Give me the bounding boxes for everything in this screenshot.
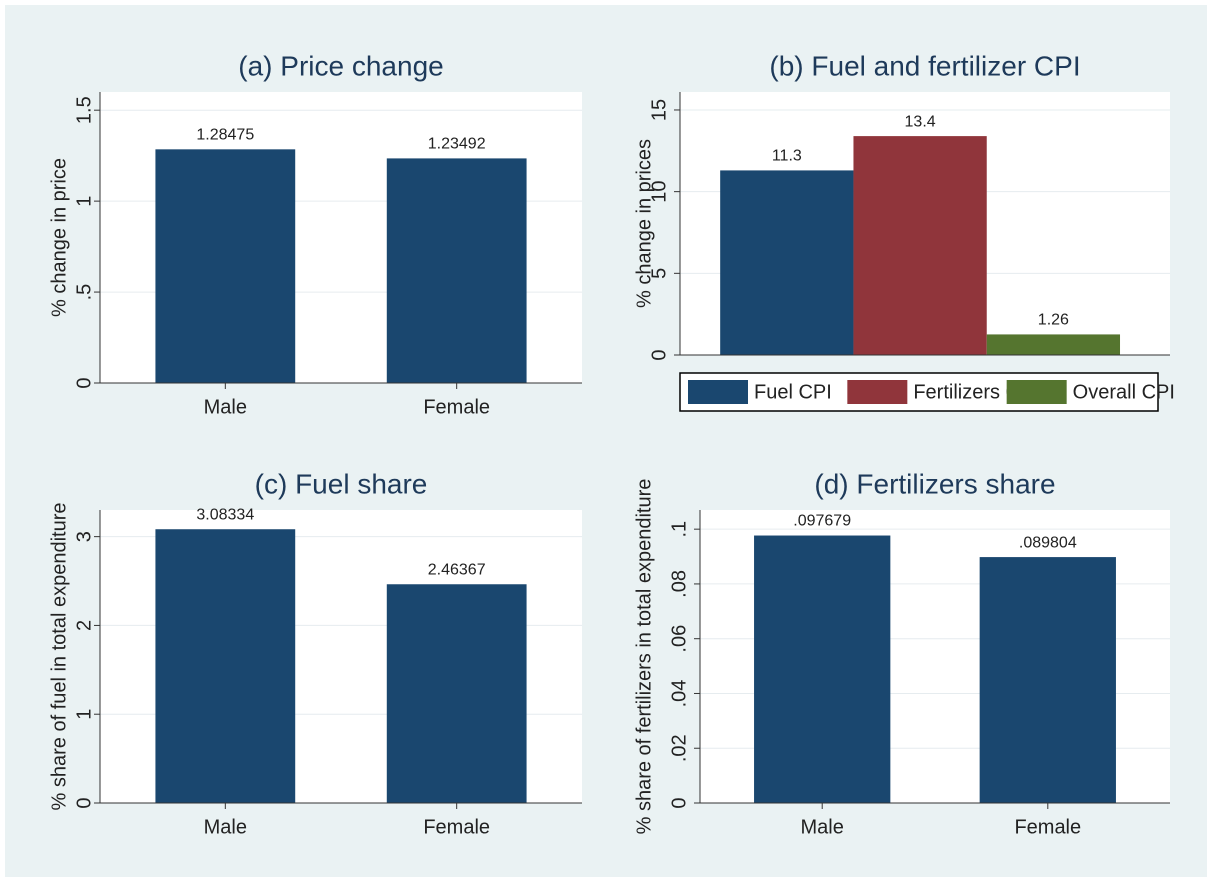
bar	[986, 334, 1121, 355]
x-tick-label: Male	[801, 816, 844, 838]
y-tick-label: .08	[668, 570, 690, 598]
y-tick-label: .02	[668, 734, 690, 762]
y-axis-title: % share of fuel in total expenditure	[48, 503, 70, 811]
panel-title: (a) Price change	[238, 50, 443, 81]
value-label: .097679	[793, 513, 851, 530]
bar	[386, 584, 527, 803]
x-tick-label: Male	[204, 816, 247, 838]
x-tick-label: Female	[1014, 816, 1081, 838]
bar	[853, 136, 987, 355]
y-tick-label: .1	[668, 521, 690, 538]
value-label: 1.26	[1038, 312, 1069, 329]
y-tick-label: .5	[73, 284, 95, 301]
y-tick-label: .04	[668, 680, 690, 708]
legend-label: Fuel CPI	[754, 381, 832, 403]
bar	[720, 170, 854, 355]
y-tick-label: .06	[668, 625, 690, 653]
y-tick-label: 1.5	[73, 96, 95, 124]
y-tick-label: 0	[73, 797, 95, 808]
value-label: 2.46367	[428, 561, 486, 578]
bar	[155, 529, 296, 803]
panel-title: (b) Fuel and fertilizer CPI	[769, 50, 1080, 81]
value-label: 1.23492	[428, 136, 486, 153]
y-tick-label: 3	[73, 531, 95, 542]
y-tick-label: 5	[648, 268, 670, 279]
x-tick-label: Female	[423, 396, 490, 418]
value-label: 3.08334	[196, 506, 254, 523]
legend-swatch	[688, 380, 748, 404]
y-axis-title: % change in price	[48, 158, 70, 317]
y-tick-label: 1	[73, 709, 95, 720]
y-tick-label: 1	[73, 196, 95, 207]
x-tick-label: Female	[423, 816, 490, 838]
bar	[754, 535, 891, 803]
value-label: 13.4	[905, 113, 936, 130]
y-tick-label: 0	[73, 377, 95, 388]
legend-label: Overall CPI	[1073, 381, 1175, 403]
value-label: 1.28475	[196, 127, 254, 144]
legend-box	[679, 372, 1159, 412]
x-tick-label: Male	[204, 396, 247, 418]
y-tick-label: 15	[648, 99, 670, 121]
panel-title: (c) Fuel share	[255, 468, 428, 499]
bar	[155, 149, 296, 383]
value-label: .089804	[1019, 534, 1077, 551]
value-label: 11.3	[772, 148, 802, 165]
y-axis-title: % change in prices	[633, 139, 655, 308]
y-tick-label: 0	[648, 349, 670, 360]
y-tick-label: 0	[668, 797, 690, 808]
panel-title: (d) Fertilizers share	[814, 468, 1055, 499]
y-tick-label: 2	[73, 620, 95, 631]
bar	[979, 557, 1116, 803]
y-tick-label: 10	[648, 181, 670, 203]
y-axis-title: % share of fertilizers in total expendit…	[633, 479, 655, 835]
legend-swatch	[1006, 380, 1067, 404]
legend-swatch	[847, 380, 908, 404]
bar	[386, 158, 527, 383]
